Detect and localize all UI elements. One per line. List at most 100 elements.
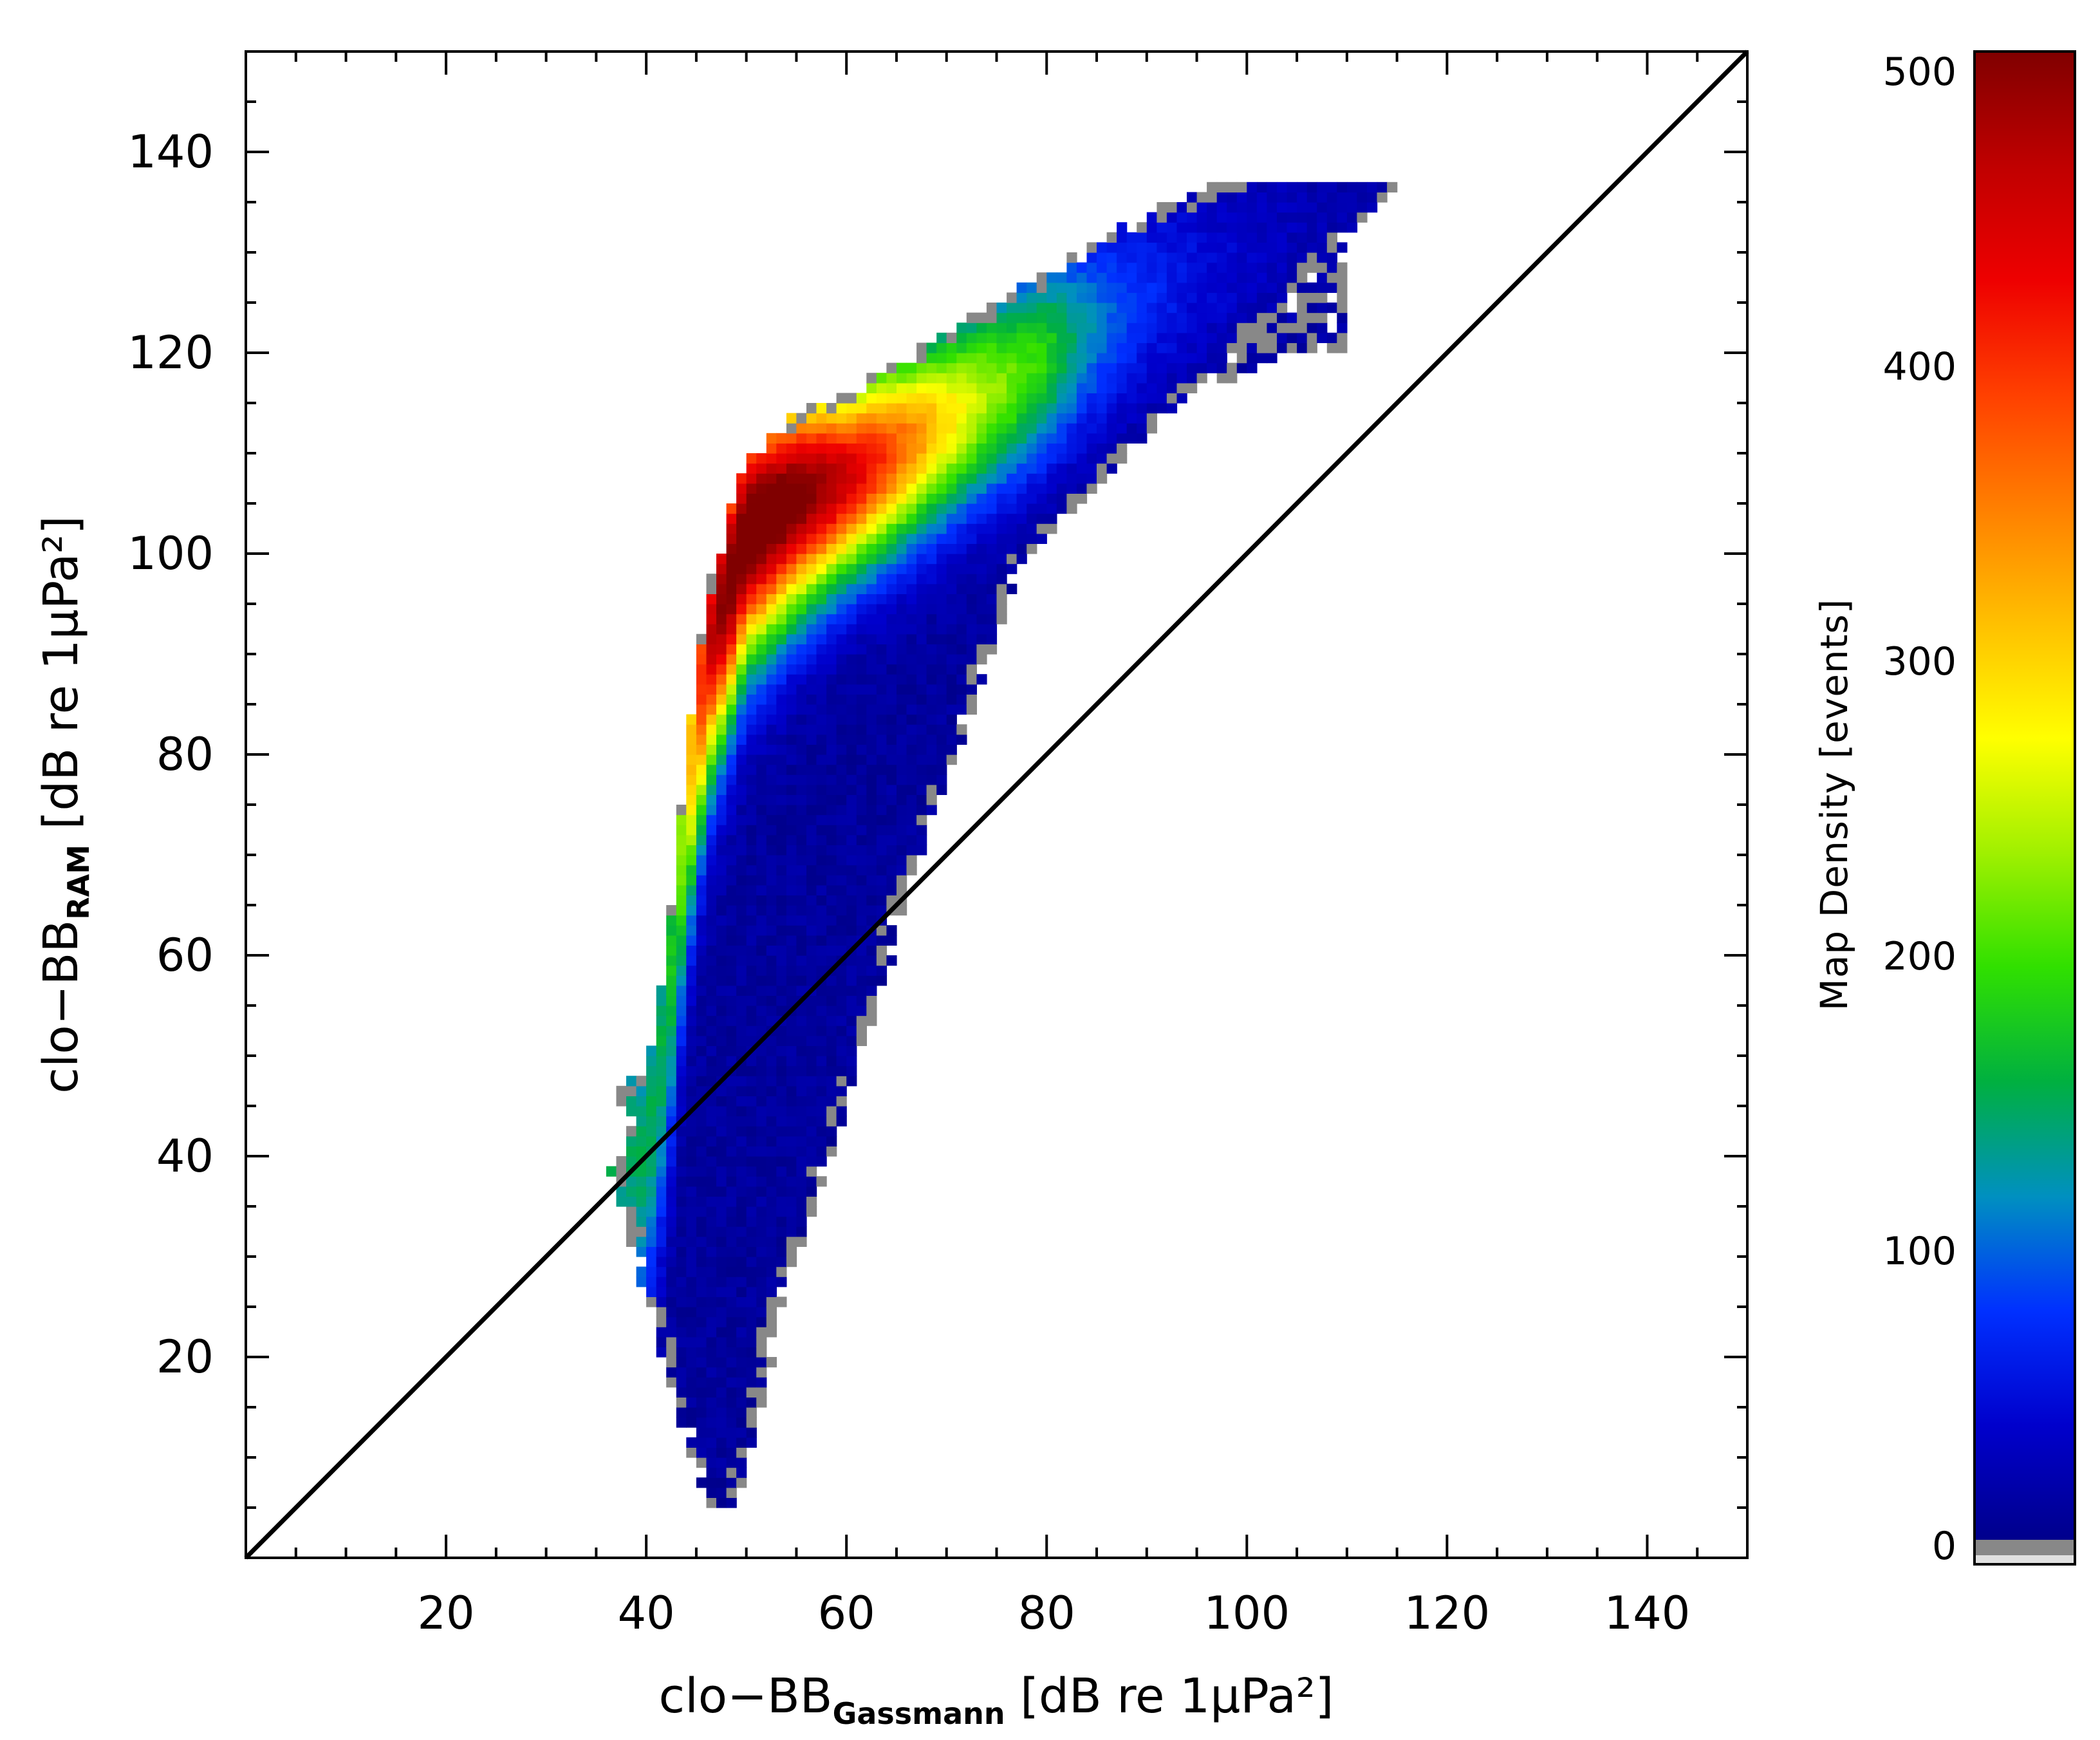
heatmap-cell xyxy=(716,1286,727,1297)
heatmap-cell xyxy=(666,955,677,966)
heatmap-cell xyxy=(836,413,847,424)
heatmap-cell xyxy=(886,794,897,805)
heatmap-cell xyxy=(936,724,947,735)
heatmap-cell xyxy=(926,342,937,353)
heatmap-cell xyxy=(706,1106,717,1117)
heatmap-cell xyxy=(666,1176,677,1187)
heatmap-cell xyxy=(906,413,917,424)
heatmap-cell xyxy=(926,353,937,364)
heatmap-cell xyxy=(656,1347,667,1358)
heatmap-cell xyxy=(716,865,727,875)
heatmap-cell xyxy=(686,1377,697,1388)
heatmap-cell xyxy=(856,955,867,966)
heatmap-cell xyxy=(1277,242,1288,253)
heatmap-cell xyxy=(897,362,907,373)
heatmap-cell xyxy=(666,1146,677,1157)
heatmap-cell xyxy=(676,1146,687,1157)
heatmap-cell xyxy=(1036,453,1047,464)
heatmap-cell xyxy=(676,1357,687,1368)
heatmap-cell xyxy=(846,1056,857,1067)
heatmap-cell xyxy=(897,734,907,745)
heatmap-cell xyxy=(816,825,827,836)
heatmap-cell xyxy=(976,554,987,565)
heatmap-cell xyxy=(746,694,757,705)
heatmap-cell xyxy=(756,644,767,655)
heatmap-cell xyxy=(826,855,837,866)
heatmap-cell xyxy=(676,1336,687,1347)
heatmap-cell xyxy=(966,453,977,464)
heatmap-cell xyxy=(726,1116,737,1127)
heatmap-cell xyxy=(1027,403,1037,414)
heatmap-cell xyxy=(1097,443,1108,454)
heatmap-cell xyxy=(1046,353,1057,364)
heatmap-cell xyxy=(786,825,797,836)
heatmap-cell xyxy=(1106,252,1117,263)
heatmap-cell xyxy=(806,734,817,745)
heatmap-cell xyxy=(686,724,697,735)
heatmap-cell xyxy=(696,814,707,825)
heatmap-cell xyxy=(886,563,897,574)
heatmap-cell xyxy=(906,503,917,514)
heatmap-cell xyxy=(756,1006,767,1016)
heatmap-cell xyxy=(1277,323,1288,333)
heatmap-cell xyxy=(826,664,837,675)
heatmap-cell xyxy=(976,382,987,393)
heatmap-cell xyxy=(897,493,907,504)
heatmap-cell xyxy=(866,975,877,986)
heatmap-cell xyxy=(897,805,907,816)
heatmap-cell xyxy=(966,312,977,323)
heatmap-cell xyxy=(766,594,777,604)
heatmap-cell xyxy=(986,563,998,574)
heatmap-cell xyxy=(806,563,817,574)
heatmap-cell xyxy=(996,463,1007,474)
heatmap-cell xyxy=(766,664,777,675)
heatmap-cell xyxy=(796,1126,807,1137)
heatmap-cell xyxy=(696,1367,707,1378)
heatmap-cell xyxy=(956,353,967,364)
heatmap-cell xyxy=(766,554,777,565)
heatmap-cell xyxy=(746,533,757,544)
y-tick-label: 20 xyxy=(156,1331,214,1383)
heatmap-cell xyxy=(916,613,927,624)
heatmap-cell xyxy=(966,563,977,574)
heatmap-cell xyxy=(1337,192,1348,203)
heatmap-cell xyxy=(696,1076,707,1087)
heatmap-cell xyxy=(726,855,737,866)
heatmap-cell xyxy=(746,1336,757,1347)
heatmap-cell xyxy=(696,905,707,916)
heatmap-cell xyxy=(1106,332,1117,343)
heatmap-cell xyxy=(1346,212,1358,223)
heatmap-cell xyxy=(786,935,797,946)
heatmap-cell xyxy=(676,1266,687,1277)
heatmap-cell xyxy=(726,915,737,926)
heatmap-cell xyxy=(1076,272,1088,283)
heatmap-cell xyxy=(716,1296,727,1307)
heatmap-cell xyxy=(816,453,827,464)
heatmap-cell xyxy=(796,503,807,514)
heatmap-cell xyxy=(926,764,937,775)
heatmap-cell xyxy=(756,935,767,946)
heatmap-cell xyxy=(666,1377,677,1388)
heatmap-cell xyxy=(1036,353,1047,364)
heatmap-cell xyxy=(796,754,807,765)
heatmap-cell xyxy=(876,483,887,494)
heatmap-cell xyxy=(776,523,787,534)
heatmap-cell xyxy=(726,1347,737,1358)
heatmap-cell xyxy=(676,1206,687,1217)
heatmap-cell xyxy=(796,594,807,604)
heatmap-cell xyxy=(826,684,837,695)
heatmap-cell xyxy=(1056,323,1067,333)
heatmap-cell xyxy=(796,533,807,544)
heatmap-cell xyxy=(706,1407,717,1418)
heatmap-cell xyxy=(926,533,937,544)
heatmap-cell xyxy=(1157,222,1167,233)
heatmap-cell xyxy=(716,834,727,845)
heatmap-cell xyxy=(1166,373,1178,384)
heatmap-cell xyxy=(696,1286,707,1297)
heatmap-cell xyxy=(736,513,747,524)
heatmap-cell xyxy=(846,915,857,926)
heatmap-cell xyxy=(1056,353,1067,364)
heatmap-cell xyxy=(1377,182,1388,192)
heatmap-cell xyxy=(646,1186,657,1197)
heatmap-cell xyxy=(856,744,867,755)
